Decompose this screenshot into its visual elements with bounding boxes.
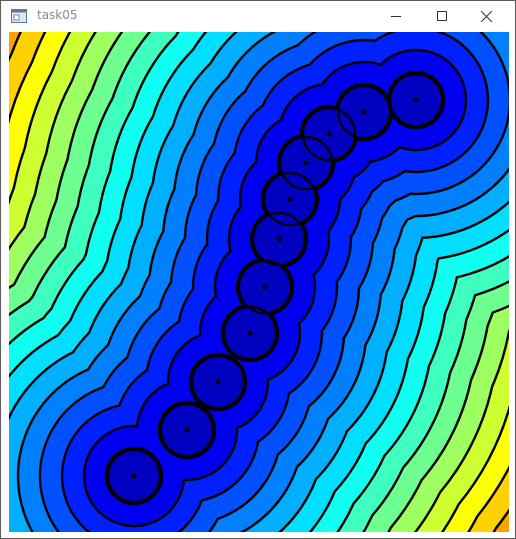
minimize-icon: [391, 16, 401, 17]
minimize-button[interactable]: [373, 1, 419, 31]
point-ring: [262, 171, 318, 227]
source-point[interactable]: [262, 284, 268, 290]
close-button[interactable]: [463, 1, 509, 31]
point-ring: [388, 72, 444, 128]
source-point[interactable]: [413, 97, 419, 103]
source-point[interactable]: [184, 427, 190, 433]
point-ring: [251, 211, 307, 267]
point-ring: [336, 84, 392, 140]
source-point[interactable]: [276, 236, 282, 242]
source-point[interactable]: [326, 131, 332, 137]
app-window-icon: [11, 9, 27, 23]
window-title: task05: [37, 8, 78, 22]
source-point[interactable]: [303, 160, 309, 166]
distance-field-canvas[interactable]: [9, 32, 509, 532]
source-point[interactable]: [131, 473, 137, 479]
source-point[interactable]: [247, 330, 253, 336]
maximize-button[interactable]: [419, 1, 465, 31]
point-ring: [190, 354, 246, 410]
maximize-icon: [437, 11, 447, 21]
source-point[interactable]: [287, 196, 293, 202]
point-ring: [278, 135, 334, 191]
title-bar[interactable]: task05: [1, 1, 515, 31]
point-ring: [301, 106, 357, 162]
close-icon: [480, 10, 492, 22]
point-ring: [106, 448, 162, 504]
contour-lines: [9, 32, 509, 532]
source-point[interactable]: [361, 109, 367, 115]
source-point[interactable]: [215, 379, 221, 385]
source-points: [106, 72, 444, 504]
point-ring: [159, 402, 215, 458]
client-area: [9, 32, 509, 532]
